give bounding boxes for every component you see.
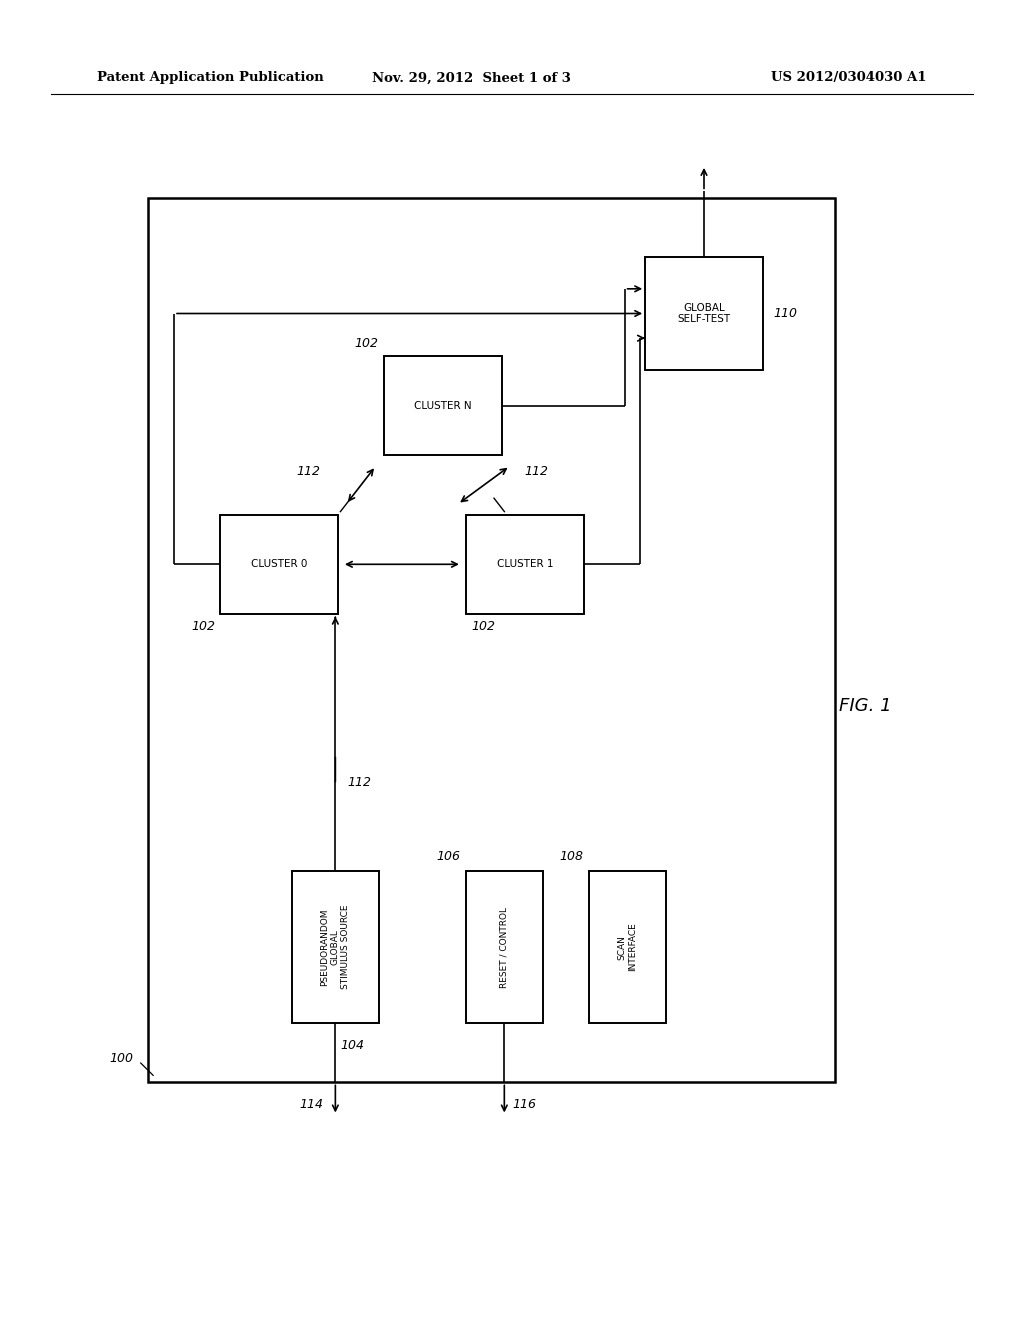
Text: US 2012/0304030 A1: US 2012/0304030 A1 xyxy=(771,71,927,84)
Text: 110: 110 xyxy=(773,308,797,319)
Text: Patent Application Publication: Patent Application Publication xyxy=(97,71,324,84)
Text: RESET / CONTROL: RESET / CONTROL xyxy=(500,907,509,987)
Text: 104: 104 xyxy=(340,1039,365,1052)
Text: 112: 112 xyxy=(347,776,372,788)
Bar xyxy=(466,515,584,614)
Text: 114: 114 xyxy=(299,1098,323,1111)
Bar xyxy=(384,356,502,455)
Text: 108: 108 xyxy=(560,850,584,863)
Text: 106: 106 xyxy=(437,850,461,863)
Bar xyxy=(220,515,338,614)
Text: FIG. 1: FIG. 1 xyxy=(839,697,892,715)
Text: CLUSTER 0: CLUSTER 0 xyxy=(251,560,307,569)
Bar xyxy=(645,257,763,370)
Text: 116: 116 xyxy=(512,1098,537,1111)
Text: SCAN
INTERFACE: SCAN INTERFACE xyxy=(617,923,637,972)
Text: CLUSTER 1: CLUSTER 1 xyxy=(497,560,553,569)
Text: 112: 112 xyxy=(296,466,321,478)
Bar xyxy=(148,198,835,1082)
Text: Nov. 29, 2012  Sheet 1 of 3: Nov. 29, 2012 Sheet 1 of 3 xyxy=(372,71,570,84)
Text: 102: 102 xyxy=(191,620,215,634)
Text: 112: 112 xyxy=(525,466,549,478)
Bar xyxy=(466,871,543,1023)
Text: 102: 102 xyxy=(355,337,379,350)
Bar xyxy=(292,871,379,1023)
Bar xyxy=(589,871,666,1023)
Text: 100: 100 xyxy=(110,1052,133,1065)
Text: CLUSTER N: CLUSTER N xyxy=(414,401,472,411)
Text: GLOBAL
SELF-TEST: GLOBAL SELF-TEST xyxy=(678,302,730,325)
Text: PSEUDORANDOM
GLOBAL
STIMULUS SOURCE: PSEUDORANDOM GLOBAL STIMULUS SOURCE xyxy=(321,904,350,990)
Text: 102: 102 xyxy=(471,620,495,634)
